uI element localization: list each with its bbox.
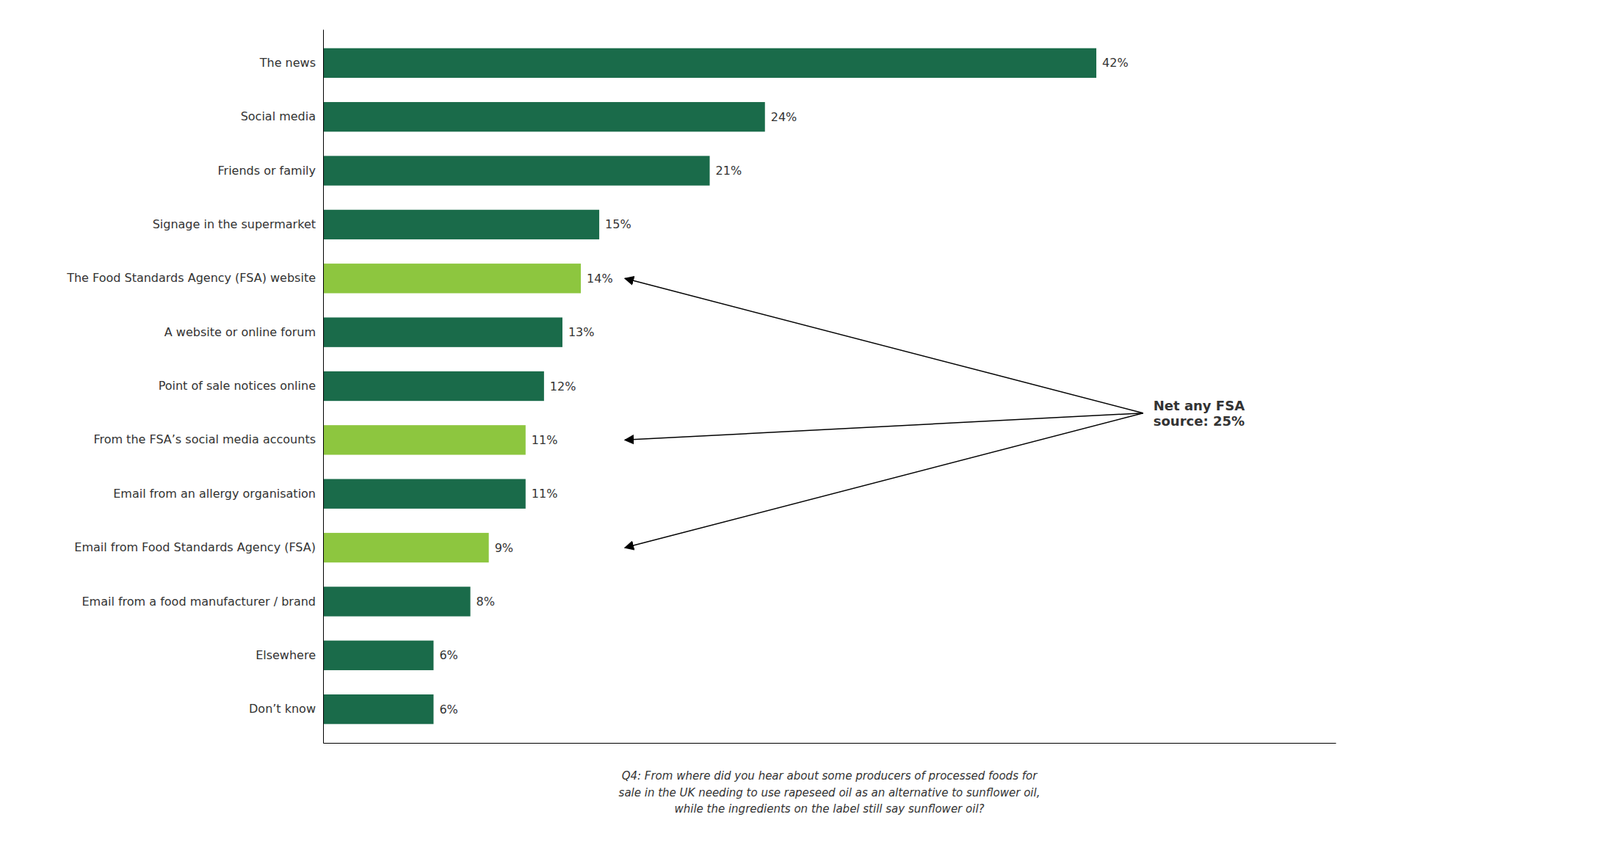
data-label: 13% <box>568 325 595 340</box>
y-tick: Friends or family <box>218 163 316 178</box>
y-tick: Email from Food Standards Agency (FSA) <box>74 540 316 555</box>
data-label: 14% <box>586 271 614 286</box>
y-tick-label: Friends or family <box>218 163 316 178</box>
data-label: 6% <box>439 648 458 663</box>
text-line: while the ingredients on the label still… <box>674 802 984 816</box>
y-tick-label: The Food Standards Agency (FSA) website <box>66 270 316 285</box>
footnote: Q4: From where did you hear about some p… <box>618 769 1041 816</box>
bar <box>323 317 563 347</box>
bar <box>323 263 581 293</box>
text-line: Net any FSA <box>1153 397 1245 413</box>
y-axis-line <box>323 30 324 744</box>
bar <box>323 533 490 563</box>
bar <box>323 48 1097 78</box>
data-label: 24% <box>770 110 798 125</box>
y-tick: Social media <box>240 109 316 124</box>
y-tick-label: From the FSA’s social media accounts <box>93 432 316 447</box>
bar <box>323 102 766 132</box>
y-tick: Email from a food manufacturer / brand <box>81 594 316 609</box>
text-line: Q4: From where did you hear about some p… <box>621 769 1039 783</box>
x-axis-line <box>323 743 1337 744</box>
y-tick: Point of sale notices online <box>158 378 316 393</box>
y-tick-label: Social media <box>240 109 316 124</box>
y-tick: A website or online forum <box>164 325 316 340</box>
y-tick-label: A website or online forum <box>164 325 316 340</box>
annotation: Net any FSAsource: 25% <box>1153 397 1245 429</box>
bar <box>323 425 526 455</box>
data-label: 12% <box>549 379 577 394</box>
y-tick: Elsewhere <box>255 648 316 663</box>
bars <box>323 48 1097 725</box>
y-tick: From the FSA’s social media accounts <box>93 432 316 447</box>
y-tick-label: Elsewhere <box>255 648 316 663</box>
y-tick-label: The news <box>259 55 316 70</box>
text-line: sale in the UK needing to use rapeseed o… <box>618 786 1041 800</box>
bar <box>323 210 600 240</box>
y-tick: The news <box>259 55 316 70</box>
bar <box>323 586 471 617</box>
y-tick-label: Don’t know <box>248 701 316 716</box>
data-label: 6% <box>439 702 458 717</box>
data-label: 9% <box>494 541 514 556</box>
data-label: 15% <box>605 217 632 232</box>
annotations: Net any FSAsource: 25% Q4: From where did… <box>618 278 1246 816</box>
data-labels: 42% 24% 21% 15% 14% 13% 12% 11% 11% 9% 8% 6% 6% <box>439 55 1128 716</box>
annotation-arrow <box>624 278 1144 413</box>
text-line: source: 25% <box>1153 413 1245 429</box>
bar <box>323 155 711 186</box>
y-tick-label: Email from a food manufacturer / brand <box>81 594 316 609</box>
bar <box>323 479 526 509</box>
data-label: 11% <box>531 433 559 448</box>
bar <box>323 694 434 725</box>
annotation-arrow <box>624 413 1144 548</box>
annotation-arrow <box>624 413 1144 441</box>
chart-svg: The news Social media Friends or family Sig… <box>0 0 1600 853</box>
data-label: 42% <box>1102 55 1129 70</box>
y-tick-label: Email from an allergy organisation <box>113 486 316 501</box>
y-tick-label: Signage in the supermarket <box>152 217 316 232</box>
y-tick-label: Email from Food Standards Agency (FSA) <box>74 540 316 555</box>
y-axis: The news Social media Friends or family Sig… <box>66 30 324 744</box>
y-tick: Signage in the supermarket <box>152 217 316 232</box>
bar <box>323 371 545 401</box>
data-label: 8% <box>476 594 495 609</box>
bar <box>323 641 434 671</box>
chart-container: The news Social media Friends or family Sig… <box>0 0 1600 853</box>
y-tick-label: Point of sale notices online <box>158 378 316 393</box>
y-tick: Email from an allergy organisation <box>113 486 316 501</box>
y-tick: Don’t know <box>248 701 316 716</box>
x-axis <box>323 743 1337 744</box>
y-tick: The Food Standards Agency (FSA) website <box>66 270 316 285</box>
data-label: 11% <box>531 486 559 501</box>
data-label: 21% <box>715 163 743 178</box>
